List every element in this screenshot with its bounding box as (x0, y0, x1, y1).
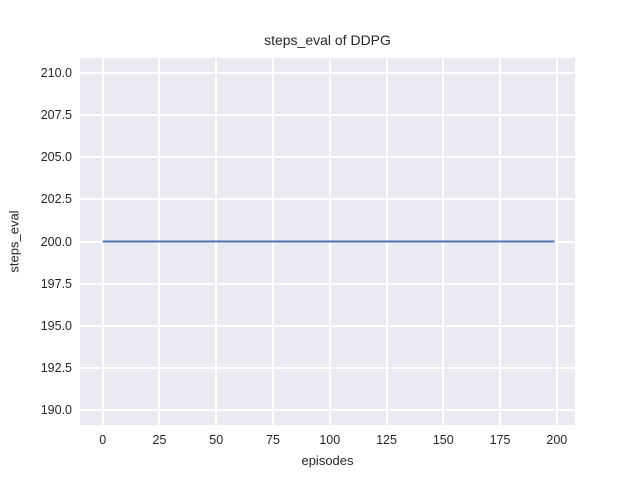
y-gridline (80, 324, 575, 327)
y-tick-label: 190.0 (40, 402, 72, 417)
y-gridline (80, 72, 575, 75)
x-tick-label: 50 (209, 433, 224, 447)
y-tick-label: 202.5 (40, 192, 72, 207)
x-tick-label: 75 (266, 433, 280, 447)
x-gridline (555, 58, 558, 425)
chart-title: steps_eval of DDPG (264, 32, 391, 48)
y-gridline (80, 198, 575, 201)
y-tick-label: 200.0 (40, 234, 72, 249)
y-gridline (80, 282, 575, 285)
x-tick-label: 0 (99, 433, 107, 447)
x-tick-label: 100 (319, 433, 341, 447)
y-gridline (80, 156, 575, 159)
x-tick-label: 200 (546, 433, 568, 447)
x-tick-label: 25 (152, 433, 167, 447)
y-gridline (80, 408, 575, 411)
y-tick-label: 192.5 (40, 360, 72, 375)
x-axis-label: episodes (301, 453, 354, 468)
y-tick-label: 195.0 (40, 318, 72, 333)
y-tick-label: 207.5 (40, 108, 72, 123)
y-gridline (80, 114, 575, 117)
plot-area (80, 58, 575, 425)
x-gridline (101, 58, 104, 425)
x-tick-label: 125 (376, 433, 397, 447)
x-tick-label: 150 (432, 433, 454, 447)
series-layer (102, 240, 555, 243)
x-tick-label: 175 (489, 433, 511, 447)
y-tick-label: 210.0 (40, 66, 72, 81)
y-tick-label: 205.0 (40, 150, 72, 165)
y-gridline (80, 366, 575, 369)
y-tick-label: 197.5 (40, 276, 72, 291)
